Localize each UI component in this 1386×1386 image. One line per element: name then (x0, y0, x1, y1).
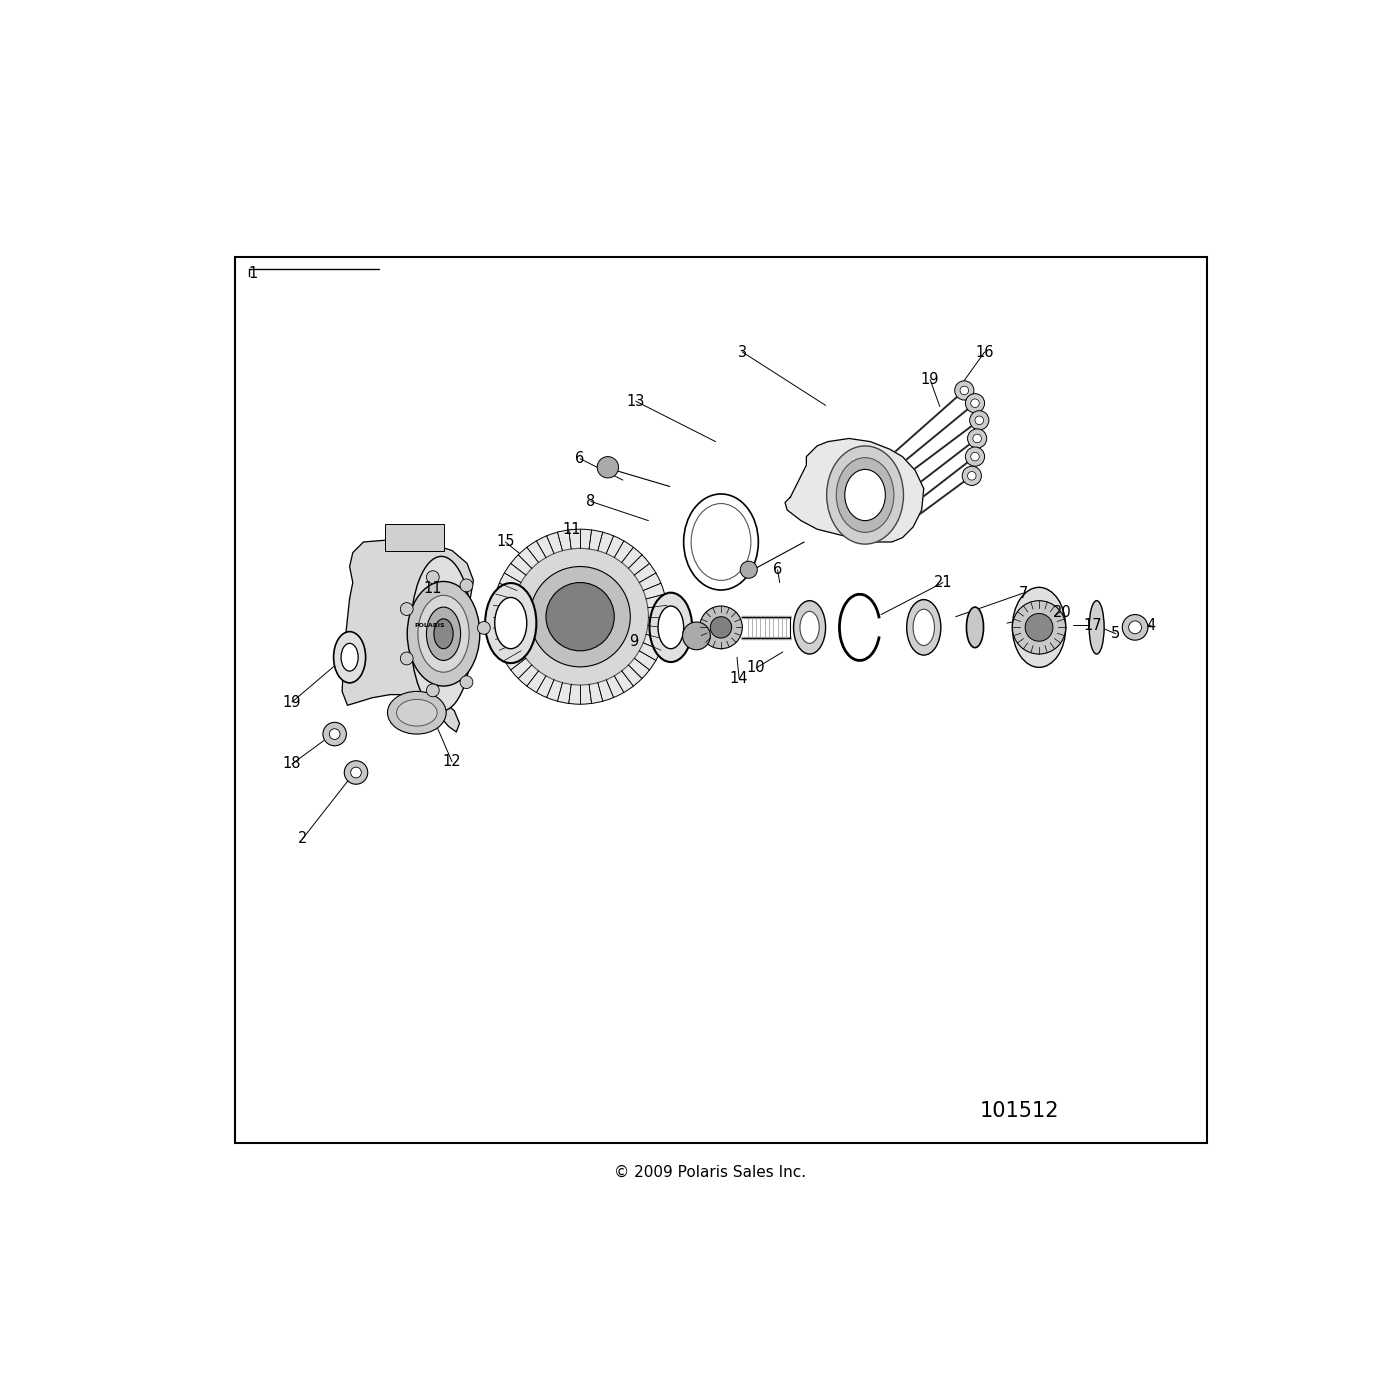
Bar (385, 524, 444, 550)
Polygon shape (784, 438, 923, 542)
Ellipse shape (800, 611, 819, 643)
Circle shape (967, 428, 987, 448)
Ellipse shape (913, 610, 934, 646)
Ellipse shape (650, 593, 692, 663)
Text: 3: 3 (737, 345, 747, 359)
Text: 10: 10 (747, 660, 765, 675)
Ellipse shape (495, 597, 527, 649)
Ellipse shape (396, 700, 437, 726)
Text: 11: 11 (563, 521, 581, 536)
Circle shape (330, 729, 340, 739)
Text: 11: 11 (424, 582, 442, 596)
Circle shape (970, 410, 988, 430)
Text: 7: 7 (1019, 586, 1027, 600)
Text: 15: 15 (496, 535, 514, 549)
Circle shape (1012, 600, 1066, 654)
Ellipse shape (388, 692, 446, 735)
Text: 20: 20 (1053, 604, 1071, 620)
Ellipse shape (966, 607, 984, 647)
Ellipse shape (485, 584, 536, 663)
Circle shape (546, 582, 614, 651)
Ellipse shape (836, 457, 894, 532)
Text: POLARIS: POLARIS (414, 622, 445, 628)
Circle shape (460, 579, 473, 592)
Text: 101512: 101512 (980, 1100, 1059, 1121)
Circle shape (966, 448, 984, 466)
Circle shape (955, 381, 974, 401)
Circle shape (962, 466, 981, 485)
Text: 18: 18 (283, 757, 301, 772)
Text: 12: 12 (442, 754, 462, 769)
Text: 9: 9 (629, 633, 638, 649)
Ellipse shape (407, 582, 480, 686)
Text: 19: 19 (920, 373, 940, 387)
Polygon shape (342, 539, 474, 732)
Circle shape (1128, 621, 1142, 633)
Circle shape (1026, 614, 1053, 642)
Circle shape (1123, 614, 1148, 640)
Text: 14: 14 (730, 671, 748, 686)
Ellipse shape (427, 607, 460, 661)
Ellipse shape (658, 606, 683, 649)
Circle shape (427, 571, 439, 584)
Circle shape (401, 603, 413, 615)
Text: 21: 21 (934, 575, 952, 590)
Text: © 2009 Polaris Sales Inc.: © 2009 Polaris Sales Inc. (614, 1166, 807, 1181)
Circle shape (970, 452, 980, 462)
Circle shape (966, 394, 984, 413)
Ellipse shape (845, 470, 886, 521)
Circle shape (460, 676, 473, 689)
Ellipse shape (826, 446, 904, 545)
Circle shape (477, 621, 491, 635)
Ellipse shape (410, 556, 473, 711)
Bar (236, 256, 1207, 1143)
Text: 19: 19 (283, 694, 301, 710)
Ellipse shape (419, 596, 468, 672)
Text: 1: 1 (249, 266, 258, 280)
Ellipse shape (334, 632, 366, 683)
Ellipse shape (434, 618, 453, 649)
Circle shape (597, 456, 618, 478)
Circle shape (682, 622, 711, 650)
Text: 13: 13 (626, 394, 644, 409)
Text: 2: 2 (298, 832, 308, 847)
Ellipse shape (794, 600, 826, 654)
Text: 4: 4 (1146, 618, 1156, 633)
Ellipse shape (1012, 588, 1066, 668)
Ellipse shape (1089, 600, 1105, 654)
Circle shape (492, 529, 668, 704)
Circle shape (351, 768, 362, 778)
Text: 5: 5 (1112, 626, 1120, 642)
Circle shape (344, 761, 367, 784)
Circle shape (529, 567, 631, 667)
Text: 6: 6 (575, 452, 585, 466)
Circle shape (967, 471, 976, 480)
Circle shape (323, 722, 346, 746)
Circle shape (427, 683, 439, 697)
Circle shape (974, 416, 984, 424)
Text: 17: 17 (1082, 618, 1102, 633)
Circle shape (960, 387, 969, 395)
Circle shape (710, 617, 732, 638)
Circle shape (401, 651, 413, 665)
Text: 8: 8 (586, 493, 596, 509)
Circle shape (700, 606, 743, 649)
Circle shape (740, 561, 757, 578)
Ellipse shape (341, 643, 358, 671)
Circle shape (511, 549, 649, 685)
Ellipse shape (906, 600, 941, 656)
Circle shape (970, 399, 980, 407)
Circle shape (973, 434, 981, 442)
Text: 6: 6 (773, 563, 782, 577)
Text: 16: 16 (976, 345, 994, 359)
